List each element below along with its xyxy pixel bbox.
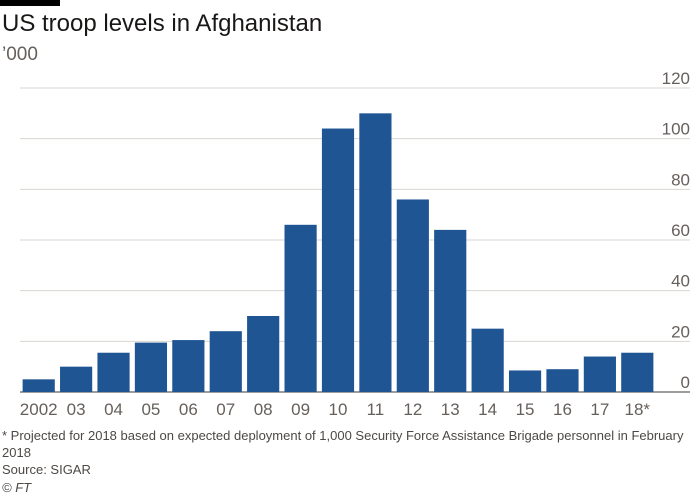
x-tick-label: 17 bbox=[590, 400, 609, 419]
bar-06 bbox=[172, 340, 205, 392]
source-note: Source: SIGAR bbox=[2, 462, 91, 477]
x-tick-label: 06 bbox=[179, 400, 198, 419]
top-rule bbox=[0, 0, 60, 6]
x-tick-label: 07 bbox=[216, 400, 235, 419]
x-tick-label: 12 bbox=[403, 400, 422, 419]
y-tick-label: 100 bbox=[662, 120, 690, 139]
y-tick-label: 40 bbox=[671, 272, 690, 291]
footnote: * Projected for 2018 based on expected d… bbox=[2, 428, 684, 460]
bar-2002 bbox=[22, 379, 55, 392]
x-tick-label: 10 bbox=[329, 400, 348, 419]
x-tick-label: 2002 bbox=[20, 400, 58, 419]
bar-11 bbox=[359, 113, 392, 393]
chart-title: US troop levels in Afghanistan bbox=[2, 10, 323, 37]
bar-15 bbox=[508, 370, 542, 392]
bar-14 bbox=[471, 328, 504, 392]
y-tick-label: 60 bbox=[671, 221, 690, 240]
x-tick-label: 13 bbox=[441, 400, 460, 419]
y-tick-label: 0 bbox=[681, 373, 690, 392]
bar-chart: 0 20 40 60 80 100 120 2002 03 04 05 06 07 08 09 10 11 12… bbox=[20, 70, 690, 419]
y-tick-labels: 0 20 40 60 80 100 120 bbox=[662, 70, 690, 392]
bar-17 bbox=[583, 356, 616, 392]
x-tick-label: 14 bbox=[478, 400, 497, 419]
bar-13 bbox=[434, 229, 467, 392]
x-tick-label: 04 bbox=[104, 400, 123, 419]
x-tick-label: 15 bbox=[516, 400, 535, 419]
x-tick-label: 11 bbox=[367, 400, 385, 419]
x-tick-label: 18* bbox=[625, 400, 651, 419]
chart-subtitle: ’000 bbox=[2, 44, 38, 65]
x-tick-label: 09 bbox=[291, 400, 310, 419]
bar-07 bbox=[209, 331, 242, 392]
credit: © FT bbox=[2, 480, 32, 495]
x-tick-label: 08 bbox=[254, 400, 273, 419]
bar-16 bbox=[546, 369, 579, 392]
bar-05 bbox=[134, 342, 168, 392]
bars bbox=[22, 113, 654, 393]
y-tick-label: 20 bbox=[671, 322, 690, 341]
x-tick-label: 05 bbox=[141, 400, 160, 419]
gridlines bbox=[20, 87, 690, 393]
x-tick-labels: 2002 03 04 05 06 07 08 09 10 11 12 13 14 15 16 17 18* bbox=[20, 400, 651, 419]
y-tick-label: 80 bbox=[671, 170, 690, 189]
bar-03 bbox=[60, 366, 93, 392]
bar-08 bbox=[247, 316, 280, 392]
y-tick-label: 120 bbox=[662, 70, 690, 88]
bar-04 bbox=[97, 352, 130, 392]
x-tick-label: 16 bbox=[553, 400, 572, 419]
bar-12 bbox=[396, 199, 429, 392]
bar-09 bbox=[284, 224, 317, 392]
bar-10 bbox=[321, 128, 355, 392]
x-tick-label: 03 bbox=[67, 400, 86, 419]
bar-18 bbox=[621, 352, 654, 392]
